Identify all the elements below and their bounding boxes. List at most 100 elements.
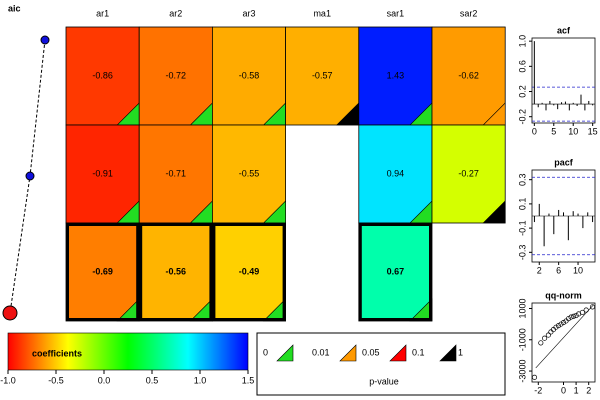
legend-triangle — [439, 344, 457, 362]
qq-point — [589, 304, 596, 310]
cell-label: -0.62 — [458, 70, 479, 80]
x-tick-label: 1.5 — [242, 375, 255, 385]
y-tick-label: 0.2 — [517, 85, 527, 98]
y-tick-label: 0.6 — [517, 60, 527, 73]
legend-break: 0 — [263, 347, 268, 357]
best-model-border — [139, 223, 213, 321]
cell-label: -0.69 — [92, 266, 113, 276]
y-tick-label: 1000 — [517, 298, 527, 318]
qq-point — [571, 313, 577, 319]
best-model-border — [66, 223, 140, 321]
y-tick-label: -0.3 — [517, 245, 527, 261]
cell-label: -0.49 — [239, 266, 260, 276]
legend-title: p-value — [369, 376, 399, 386]
x-tick-label: 2 — [586, 385, 591, 395]
x-tick-label: 1 — [574, 385, 579, 395]
panel-title: acf — [557, 25, 571, 35]
cell-label: -0.72 — [166, 70, 187, 80]
cell-label: 0.94 — [387, 168, 405, 178]
x-tick-label: -0.5 — [48, 375, 64, 385]
qq-point — [583, 307, 589, 313]
y-tick-label: -1000 — [517, 328, 527, 351]
qq-point — [579, 309, 585, 315]
cell-label: 1.43 — [387, 70, 405, 80]
qq-point — [542, 335, 548, 341]
legend-triangle — [339, 344, 357, 362]
column-label: ar2 — [169, 8, 182, 18]
x-tick-label: -2 — [534, 385, 542, 395]
cell — [358, 26, 433, 126]
colorbar-label: coefficients — [32, 348, 82, 358]
aic-dot — [40, 35, 50, 45]
cell-label: -0.58 — [239, 70, 260, 80]
panel-frame — [531, 302, 596, 383]
qq-point — [553, 324, 559, 330]
x-tick-label: 0.0 — [98, 375, 111, 385]
cell-label: -0.71 — [166, 168, 187, 178]
qq-point — [565, 316, 572, 322]
x-tick-label: -1.0 — [0, 375, 16, 385]
column-label: sar2 — [460, 8, 478, 18]
cell — [358, 124, 433, 224]
y-tick-label: 0.3 — [517, 173, 527, 186]
qq-point — [545, 332, 551, 338]
best-model-border — [358, 223, 432, 321]
qq-point — [568, 314, 574, 320]
aic-dot — [25, 171, 35, 181]
cell — [65, 222, 140, 322]
y-tick-label: -0.2 — [517, 109, 527, 125]
cell-label: -0.27 — [458, 168, 479, 178]
cell — [65, 26, 140, 126]
cell-label: 0.67 — [387, 266, 405, 276]
cell — [211, 124, 286, 224]
panel-frame — [531, 37, 596, 124]
cell-label: -0.55 — [239, 168, 260, 178]
column-label: ar3 — [242, 8, 255, 18]
cell-label: -0.91 — [92, 168, 113, 178]
legend-break: 0.1 — [412, 347, 425, 357]
cell-label: -0.86 — [92, 70, 113, 80]
x-tick-label: 0 — [532, 126, 537, 136]
legend-triangle — [276, 344, 294, 362]
qq-point — [555, 323, 562, 329]
column-label: ar1 — [96, 8, 109, 18]
panel-title: pacf — [554, 157, 574, 167]
x-tick-label: 5 — [551, 126, 556, 136]
x-tick-label: 1.0 — [194, 375, 207, 385]
best-model-border — [212, 223, 286, 321]
x-tick-label: 10 — [568, 126, 578, 136]
cell — [431, 26, 506, 126]
legend-box — [256, 332, 506, 396]
legend-break: 0.01 — [312, 347, 330, 357]
x-tick-label: 15 — [588, 126, 598, 136]
cell — [138, 26, 213, 126]
qq-point — [560, 320, 567, 326]
x-tick-label: 0.5 — [146, 375, 159, 385]
qq-point — [573, 312, 579, 319]
cell — [285, 26, 360, 126]
y-tick-label: -0.1 — [517, 220, 527, 236]
aic-label: aic — [8, 3, 21, 13]
x-tick-label: 0 — [561, 385, 566, 395]
x-tick-label: 10 — [573, 265, 583, 275]
cell — [65, 124, 140, 224]
y-tick-label: 0.1 — [517, 198, 527, 211]
cell — [211, 26, 286, 126]
y-tick-label: 1.0 — [517, 35, 527, 48]
qq-point — [558, 321, 564, 327]
x-tick-label: 6 — [556, 265, 561, 275]
cell — [431, 124, 506, 224]
legend-break: 1 — [458, 347, 463, 357]
colorbar — [7, 332, 249, 371]
cell — [138, 124, 213, 224]
reference-line — [535, 304, 594, 369]
legend-break: 0.05 — [362, 347, 380, 357]
cell-label: -0.56 — [166, 266, 187, 276]
panel-title: qq-norm — [545, 290, 582, 300]
cell-label: -0.57 — [312, 70, 333, 80]
pvalue-triangle — [482, 200, 506, 224]
y-tick-label: -3000 — [517, 360, 527, 383]
aic-dot — [2, 305, 18, 321]
qq-point — [538, 340, 544, 346]
